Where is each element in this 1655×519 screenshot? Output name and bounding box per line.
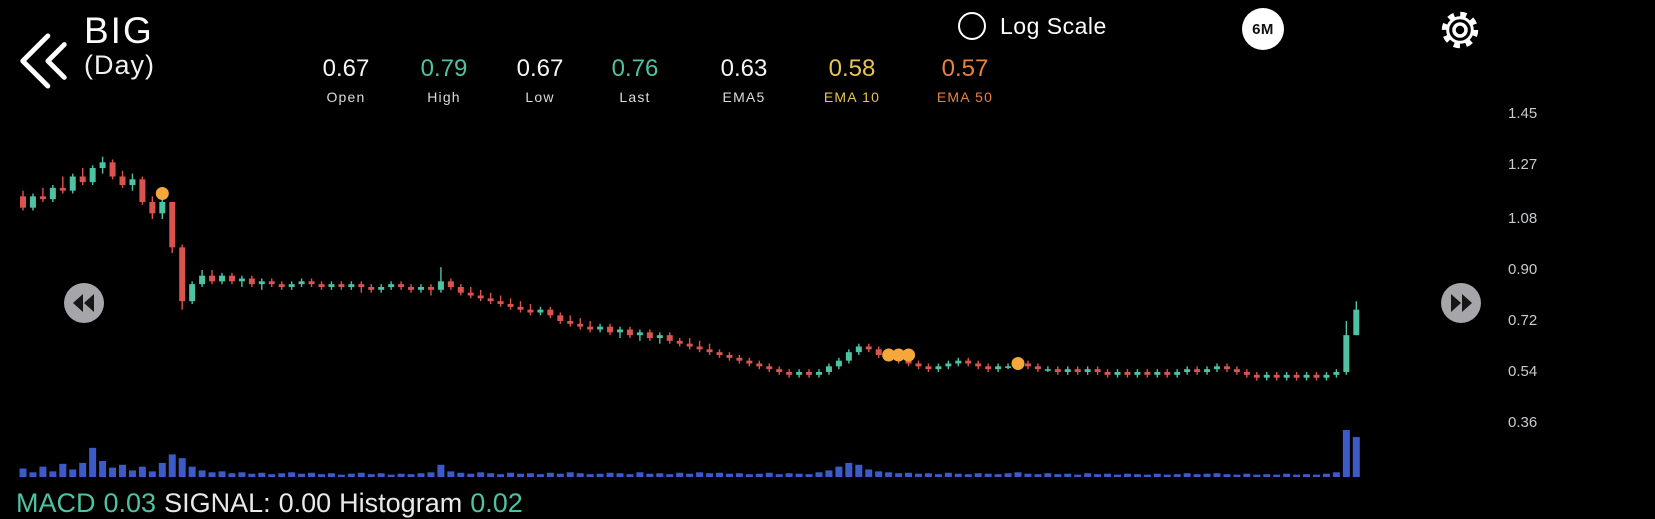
stat-column-ema10: 0.58 EMA 10	[797, 55, 907, 106]
stat-value-low: 0.67	[516, 55, 564, 82]
symbol-title-block: BIG (Day)	[84, 10, 155, 81]
timeframe-label: (Day)	[84, 50, 155, 80]
macd-value: 0.03	[103, 488, 157, 518]
symbol-title: BIG	[84, 10, 154, 51]
price-axis-label: 0.90	[1508, 261, 1538, 278]
stat-label-open: Open	[326, 89, 366, 105]
stat-column-open: 0.67 Open	[291, 55, 401, 106]
back-chevron-icon	[20, 33, 67, 89]
price-axis-label: 0.72	[1508, 312, 1538, 329]
log-scale-radio-icon	[958, 12, 986, 40]
stat-column-low: 0.67 Low	[485, 55, 595, 106]
stat-value-open: 0.67	[322, 55, 370, 82]
stat-column-ema50: 0.57 EMA 50	[910, 55, 1020, 106]
log-scale-toggle[interactable]: Log Scale	[958, 12, 1107, 40]
stat-label-last: Last	[619, 89, 651, 105]
stat-label-low: Low	[525, 89, 555, 105]
stat-label-high: High	[427, 89, 461, 105]
stat-value-ema50: 0.57	[941, 55, 989, 82]
signal-value: 0.00	[278, 488, 332, 518]
stat-label-ema50: EMA 50	[936, 89, 994, 105]
stat-column-high: 0.79 High	[389, 55, 499, 106]
price-axis-label: 1.27	[1508, 156, 1538, 174]
stat-value-ema5: 0.63	[720, 55, 768, 82]
histogram-label: Histogram	[339, 488, 463, 518]
stat-column-ema5: 0.63 EMA5	[689, 55, 799, 106]
price-axis-label: 0.54	[1508, 363, 1538, 380]
macd-label: MACD	[16, 488, 96, 518]
macd-readout: MACD 0.03 SIGNAL: 0.00 Histogram 0.02	[16, 488, 523, 519]
stat-label-ema10: EMA 10	[823, 89, 881, 105]
fast-forward-icon	[1451, 294, 1472, 312]
stat-label-ema5: EMA5	[722, 89, 766, 105]
range-button[interactable]: 6M	[1242, 8, 1284, 50]
back-button[interactable]	[18, 32, 70, 90]
gear-glyph	[1441, 11, 1479, 49]
log-scale-label: Log Scale	[1000, 12, 1107, 39]
price-axis-label: 1.08	[1508, 210, 1538, 227]
stat-value-high: 0.79	[420, 55, 468, 82]
scroll-right-button[interactable]	[1441, 283, 1481, 323]
stat-value-last: 0.76	[611, 55, 659, 82]
price-axis-label: 1.45	[1508, 105, 1538, 123]
stats-row: 0.67 Open 0.79 High 0.67 Low 0.76 Last 0…	[0, 56, 1100, 108]
price-axis-label: 0.36	[1508, 414, 1538, 431]
stat-value-ema10: 0.58	[828, 55, 876, 82]
stat-column-last: 0.76 Last	[580, 55, 690, 106]
settings-gear-icon[interactable]	[1438, 8, 1482, 52]
scroll-left-button[interactable]	[64, 283, 104, 323]
rewind-icon	[73, 294, 94, 312]
signal-label: SIGNAL:	[164, 488, 271, 518]
histogram-value: 0.02	[470, 488, 523, 518]
